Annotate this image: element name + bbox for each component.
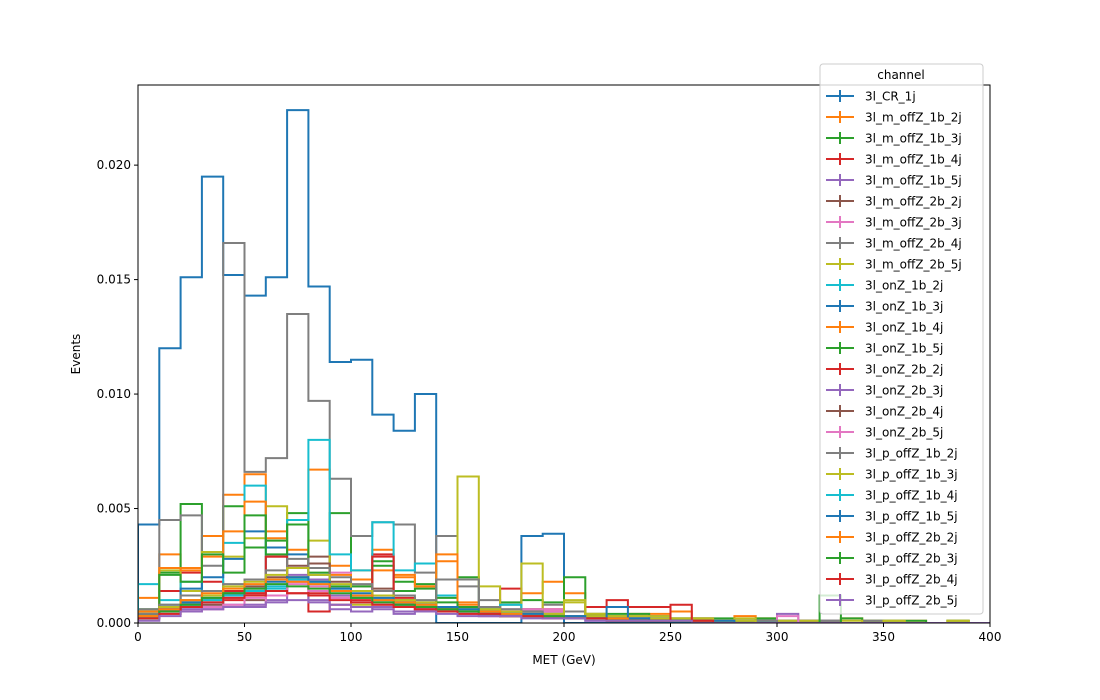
- x-tick-label: 0: [134, 630, 142, 644]
- legend-entry: 3l_onZ_2b_4j: [826, 405, 943, 419]
- legend-entry: 3l_p_offZ_1b_2j: [826, 447, 958, 461]
- legend-label: 3l_m_offZ_1b_3j: [865, 132, 962, 146]
- legend-label: 3l_p_offZ_2b_5j: [865, 594, 958, 608]
- legend-label: 3l_onZ_2b_3j: [865, 384, 943, 398]
- legend-entry: 3l_p_offZ_2b_3j: [826, 552, 958, 566]
- y-tick-label: 0.020: [97, 158, 131, 172]
- y-axis-label: Events: [69, 334, 83, 375]
- legend-entry: 3l_m_offZ_1b_3j: [826, 132, 962, 146]
- y-axis: 0.000 0.005 0.010 0.015 0.020: [97, 158, 138, 630]
- legend-entry: 3l_m_offZ_2b_2j: [826, 195, 962, 209]
- legend-label: 3l_p_offZ_2b_2j: [865, 531, 958, 545]
- legend-entry: 3l_CR_1j: [826, 90, 916, 104]
- legend-entry: 3l_onZ_2b_3j: [826, 384, 943, 398]
- legend-label: 3l_p_offZ_2b_4j: [865, 573, 958, 587]
- legend-entry: 3l_onZ_2b_5j: [826, 426, 943, 440]
- legend-entry: 3l_m_offZ_1b_5j: [826, 174, 962, 188]
- histogram-series-3l_p_offZ_2b_5j: [138, 599, 990, 623]
- legend-entry: 3l_m_offZ_1b_4j: [826, 153, 962, 167]
- legend-label: 3l_onZ_1b_4j: [865, 321, 943, 335]
- legend-label: 3l_m_offZ_2b_5j: [865, 258, 962, 272]
- legend-entry: 3l_p_offZ_1b_4j: [826, 489, 958, 503]
- y-tick-label: 0.000: [97, 616, 131, 630]
- legend-label: 3l_m_offZ_2b_2j: [865, 195, 962, 209]
- legend-entry: 3l_m_offZ_2b_4j: [826, 237, 962, 251]
- legend-label: 3l_onZ_2b_4j: [865, 405, 943, 419]
- legend-label: 3l_p_offZ_1b_2j: [865, 447, 958, 461]
- x-tick-label: 100: [340, 630, 363, 644]
- legend-title: channel: [877, 68, 924, 82]
- legend-entry: 3l_onZ_1b_5j: [826, 342, 943, 356]
- legend-entry: 3l_onZ_1b_4j: [826, 321, 943, 335]
- legend-label: 3l_onZ_2b_5j: [865, 426, 943, 440]
- legend-label: 3l_p_offZ_1b_3j: [865, 468, 958, 482]
- y-tick-label: 0.015: [97, 273, 131, 287]
- x-tick-label: 50: [237, 630, 252, 644]
- legend-label: 3l_onZ_1b_3j: [865, 300, 943, 314]
- histogram-series-3l_p_offZ_2b_3j: [138, 583, 990, 623]
- legend-entry: 3l_m_offZ_1b_2j: [826, 111, 962, 125]
- legend-box: [819, 63, 984, 615]
- x-tick-label: 400: [979, 630, 1002, 644]
- legend-entry: 3l_p_offZ_2b_4j: [826, 573, 958, 587]
- legend-label: 3l_onZ_1b_2j: [865, 279, 943, 293]
- x-tick-label: 200: [553, 630, 576, 644]
- x-axis: 0 50 100 150 200 250 300 350 400: [134, 623, 1001, 644]
- x-axis-label: MET (GeV): [532, 653, 595, 667]
- legend-label: 3l_m_offZ_1b_5j: [865, 174, 962, 188]
- x-tick-label: 250: [659, 630, 682, 644]
- legend-entry: 3l_onZ_1b_3j: [826, 300, 943, 314]
- x-tick-label: 150: [446, 630, 469, 644]
- histogram-series-3l_CR_1j: [138, 109, 990, 623]
- legend-label: 3l_CR_1j: [865, 90, 916, 104]
- legend-entry: 3l_onZ_2b_2j: [826, 363, 943, 377]
- legend-entry: 3l_onZ_1b_2j: [826, 279, 943, 293]
- legend-entry: 3l_m_offZ_2b_3j: [826, 216, 962, 230]
- legend-entry: 3l_p_offZ_1b_5j: [826, 510, 958, 524]
- legend-label: 3l_p_offZ_1b_4j: [865, 489, 958, 503]
- legend-entry: 3l_p_offZ_2b_2j: [826, 531, 958, 545]
- legend-label: 3l_p_offZ_2b_3j: [865, 552, 958, 566]
- y-tick-label: 0.010: [97, 387, 131, 401]
- legend-entry: 3l_m_offZ_2b_5j: [826, 258, 962, 272]
- legend: channel 3l_CR_1j 3l_m_offZ_1b_2j 3l_m_offZ…: [819, 63, 984, 615]
- legend-entry: 3l_p_offZ_1b_3j: [826, 468, 958, 482]
- legend-label: 3l_m_offZ_2b_3j: [865, 216, 962, 230]
- legend-label: 3l_m_offZ_1b_4j: [865, 153, 962, 167]
- x-tick-label: 350: [872, 630, 895, 644]
- legend-label: 3l_m_offZ_2b_4j: [865, 237, 962, 251]
- legend-label: 3l_m_offZ_1b_2j: [865, 111, 962, 125]
- legend-label: 3l_p_offZ_1b_5j: [865, 510, 958, 524]
- y-tick-label: 0.005: [97, 502, 131, 516]
- legend-entry: 3l_p_offZ_2b_5j: [826, 594, 958, 608]
- legend-label: 3l_onZ_2b_2j: [865, 363, 943, 377]
- x-tick-label: 300: [766, 630, 789, 644]
- legend-label: 3l_onZ_1b_5j: [865, 342, 943, 356]
